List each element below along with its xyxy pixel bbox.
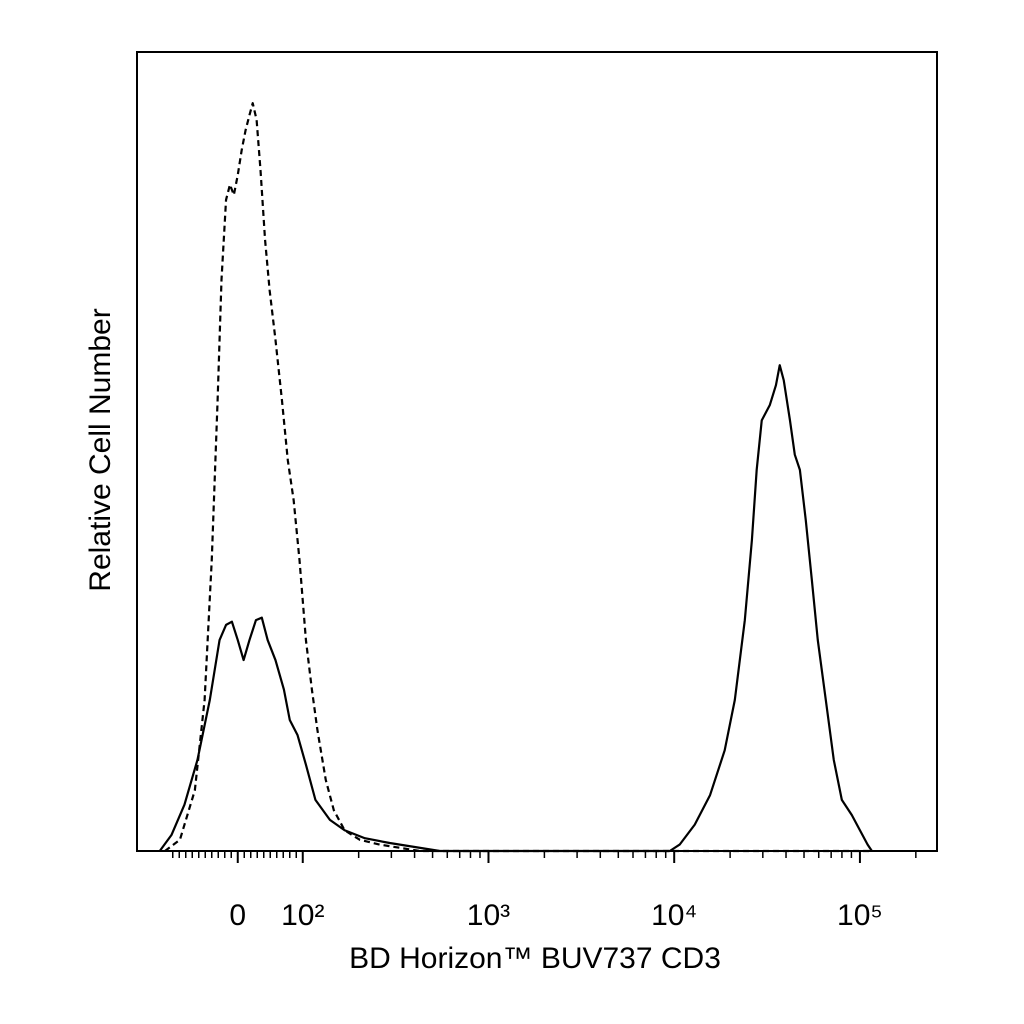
x-tick-label: 10³ <box>467 899 510 932</box>
y-axis-label: Relative Cell Number <box>84 308 117 591</box>
x-tick-label: 10⁴ <box>651 899 697 932</box>
x-axis-label: BD Horizon™ BUV737 CD3 <box>349 942 721 975</box>
histogram-line <box>158 364 873 853</box>
x-tick-label: 10⁵ <box>837 899 883 932</box>
histogram-line <box>164 102 870 853</box>
plot-frame <box>136 51 938 852</box>
x-axis: 0 10² 10³ 10⁴ 10⁵ <box>172 851 917 932</box>
x-tick-label: 10² <box>281 899 324 932</box>
series <box>158 102 873 853</box>
x-tick-label: 0 <box>229 899 246 932</box>
